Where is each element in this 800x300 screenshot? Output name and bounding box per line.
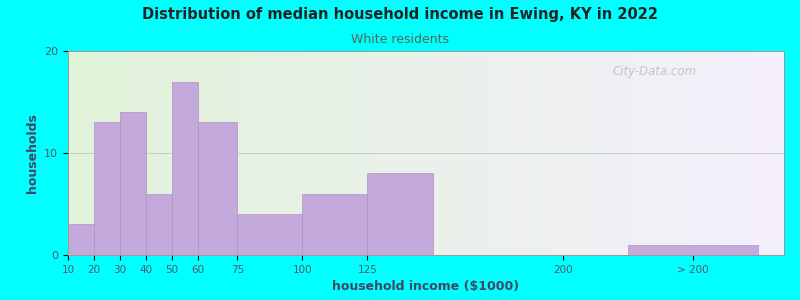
Bar (94, 122, 120, 255)
Bar (238, 214, 302, 255)
Text: White residents: White residents (351, 33, 449, 46)
Text: Distribution of median household income in Ewing, KY in 2022: Distribution of median household income … (142, 8, 658, 22)
Y-axis label: households: households (26, 113, 38, 193)
Bar (172, 82, 198, 255)
Bar (367, 173, 433, 255)
Bar (628, 245, 758, 255)
Bar (120, 112, 146, 255)
Bar (302, 194, 367, 255)
Text: City-Data.com: City-Data.com (612, 65, 696, 79)
Bar (198, 122, 238, 255)
Bar (68, 224, 94, 255)
Bar (146, 194, 172, 255)
X-axis label: household income ($1000): household income ($1000) (333, 280, 519, 293)
